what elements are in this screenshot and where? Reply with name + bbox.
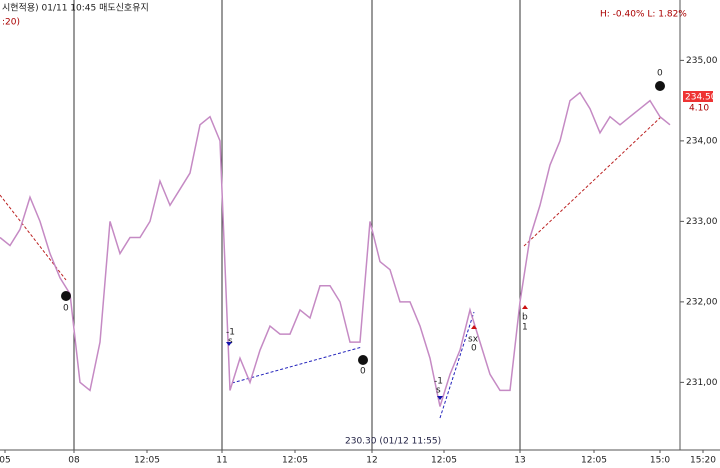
y-tick-label: 233,00 — [686, 217, 718, 227]
subtitle: :20) — [2, 18, 20, 28]
x-tick-label: 12:05 — [282, 456, 308, 466]
sell-arrow — [437, 396, 443, 400]
price-box — [683, 91, 713, 102]
signal: 0 — [360, 367, 366, 377]
x-tick-label: 11 — [216, 456, 227, 466]
plot — [0, 91, 671, 407]
stats: H: -0.40% L: 1.82% — [600, 10, 687, 20]
x-tick-label: 15:20 — [690, 456, 716, 466]
y-tick-label: 235,00 — [686, 56, 718, 66]
y-tick-label: 231,00 — [686, 378, 718, 388]
trend-line — [523, 115, 663, 247]
x-tick-label: 05 — [0, 456, 11, 466]
sell-arrow — [226, 342, 232, 346]
signal: sx — [468, 335, 479, 345]
signal: -1 — [226, 328, 235, 338]
price-line — [0, 91, 671, 407]
trend-line — [0, 194, 67, 281]
signal: 0 — [657, 69, 663, 79]
price-label: 234.50 — [685, 93, 717, 103]
y-tick-label: 232,00 — [686, 297, 718, 307]
signal: 0 — [471, 344, 477, 354]
signal: 1 — [522, 323, 528, 333]
signal: s — [228, 337, 233, 347]
chart-title: 시현적용) 01/11 10:45 매도신호유지 — [2, 2, 149, 14]
signal: b — [522, 313, 528, 323]
x-tick-label: 12:05 — [134, 456, 160, 466]
x-tick-label: 12 — [366, 456, 377, 466]
buy-arrow — [471, 325, 477, 329]
exit-icon — [61, 291, 71, 301]
x-tick-label: 12:05 — [581, 456, 607, 466]
x-tick-label: 08 — [68, 456, 80, 466]
y-tick-label: 234,00 — [686, 136, 718, 146]
trend-line — [231, 346, 363, 384]
change-label: 4.10 — [689, 104, 709, 114]
buy-arrow — [522, 305, 528, 309]
exit-icon — [358, 355, 368, 365]
exit-icon — [655, 81, 665, 91]
low-annotation: 230.30 (01/12 11:55) — [345, 437, 441, 447]
trend-line — [439, 311, 475, 419]
signal: s — [436, 386, 441, 396]
x-tick-label: 13 — [514, 456, 525, 466]
signal: 0 — [63, 304, 69, 314]
signal: -1 — [434, 377, 443, 387]
x-tick-label: 15:0 — [650, 456, 670, 466]
x-tick-label: 12:05 — [431, 456, 457, 466]
